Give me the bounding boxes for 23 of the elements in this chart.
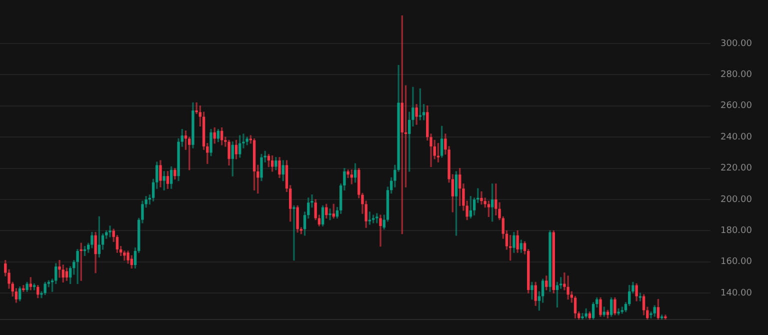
y-tick-label: 280.00 bbox=[720, 70, 752, 80]
candlestick bbox=[58, 260, 61, 278]
y-tick-label: 260.00 bbox=[720, 101, 752, 112]
y-tick-label: 240.00 bbox=[720, 132, 752, 142]
candlestick bbox=[22, 284, 25, 292]
candlestick bbox=[480, 191, 483, 204]
candlestick bbox=[310, 194, 314, 208]
y-tick-label: 180.00 bbox=[720, 226, 752, 236]
candlestick bbox=[328, 208, 332, 220]
candlestick bbox=[242, 134, 245, 148]
candlestick bbox=[108, 226, 112, 238]
y-tick-label: 140.00 bbox=[720, 288, 752, 298]
candlestick bbox=[617, 308, 620, 316]
candlestick bbox=[650, 311, 652, 318]
candlestick bbox=[581, 313, 584, 320]
candlestick bbox=[40, 291, 43, 298]
y-tick-label: 220.00 bbox=[720, 164, 752, 174]
y-tick-label: 200.00 bbox=[720, 194, 752, 205]
candlestick bbox=[563, 272, 566, 290]
candlestick bbox=[195, 102, 198, 114]
candlestick bbox=[292, 205, 296, 261]
y-tick-label: 300.00 bbox=[720, 38, 752, 49]
y-tick-label: 160.00 bbox=[720, 257, 752, 268]
